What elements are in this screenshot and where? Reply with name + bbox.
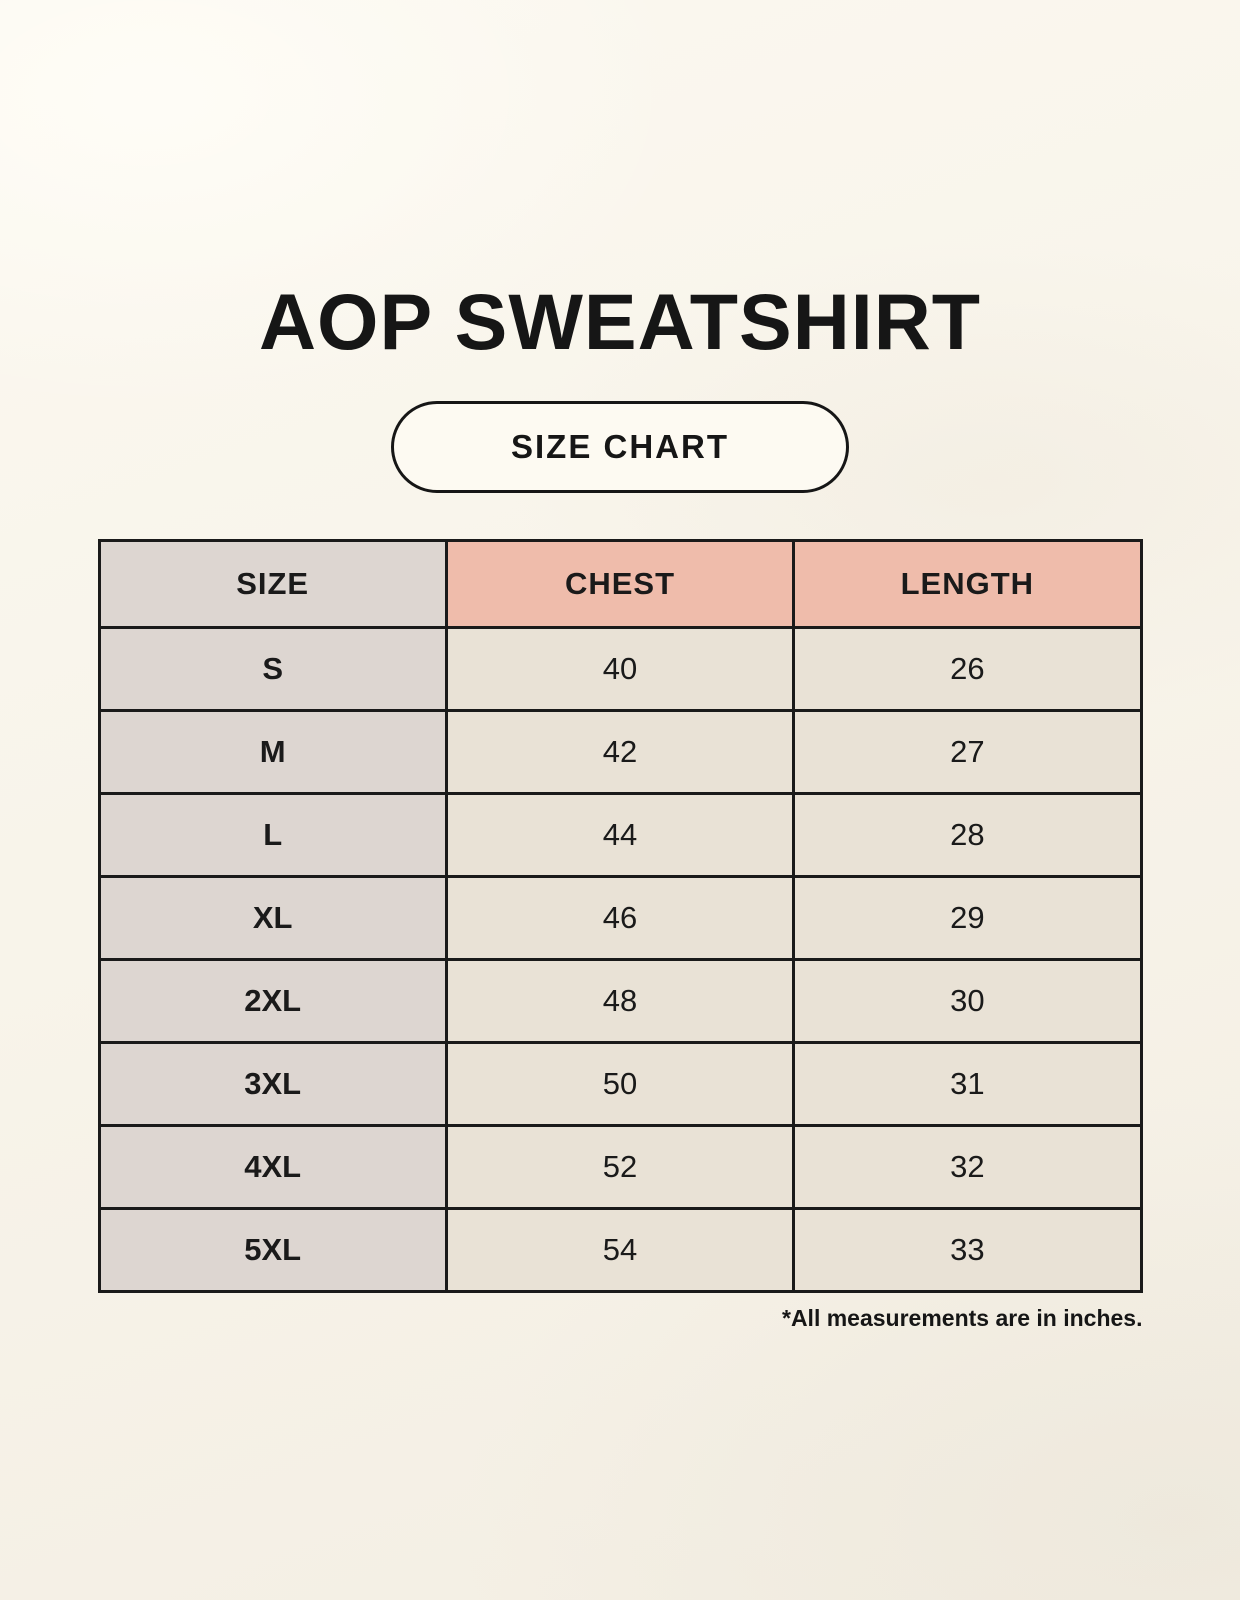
length-cell: 26 (792, 626, 1143, 712)
page-title: AOP SWEATSHIRT (258, 277, 982, 366)
chest-cell: 46 (444, 875, 796, 961)
length-cell: 31 (792, 1041, 1143, 1127)
chest-cell: 52 (444, 1124, 796, 1210)
length-cell: 28 (792, 792, 1143, 878)
size-cell: 2XL (97, 958, 448, 1044)
table-header-row: SIZE CHEST LENGTH (97, 539, 1143, 629)
table-row-l: L 44 28 (97, 792, 1143, 878)
measurements-footnote: *All measurements are in inches. (782, 1305, 1143, 1331)
size-chart-table: SIZE CHEST LENGTH S 40 26 M 42 27 L 44 2… (97, 539, 1143, 1293)
size-cell: 5XL (97, 1207, 448, 1293)
chest-cell: 50 (444, 1041, 796, 1127)
column-header-chest: CHEST (444, 539, 796, 629)
chest-cell: 48 (444, 958, 796, 1044)
size-cell: XL (97, 875, 448, 961)
table-row-2xl: 2XL 48 30 (97, 958, 1143, 1044)
chest-cell: 44 (444, 792, 796, 878)
length-cell: 29 (792, 875, 1143, 961)
table-row-s: S 40 26 (97, 626, 1143, 712)
chest-cell: 54 (444, 1207, 796, 1293)
size-cell: S (97, 626, 448, 712)
length-cell: 33 (792, 1207, 1143, 1293)
size-cell: L (97, 792, 448, 878)
length-cell: 32 (792, 1124, 1143, 1210)
table-row-4xl: 4XL 52 32 (97, 1124, 1143, 1210)
table-row-m: M 42 27 (97, 709, 1143, 795)
column-header-size: SIZE (97, 539, 448, 629)
size-chart-badge-label: SIZE CHART (511, 428, 729, 465)
size-chart-badge-container: SIZE CHART (0, 401, 1240, 493)
table-row-xl: XL 46 29 (97, 875, 1143, 961)
chest-cell: 40 (444, 626, 796, 712)
length-cell: 27 (792, 709, 1143, 795)
table-row-3xl: 3XL 50 31 (97, 1041, 1143, 1127)
size-cell: M (97, 709, 448, 795)
column-header-length: LENGTH (792, 539, 1143, 629)
length-cell: 30 (792, 958, 1143, 1044)
chest-cell: 42 (444, 709, 796, 795)
size-cell: 3XL (97, 1041, 448, 1127)
table-row-5xl: 5XL 54 33 (97, 1207, 1143, 1293)
size-chart-badge: SIZE CHART (391, 401, 849, 493)
size-cell: 4XL (97, 1124, 448, 1210)
